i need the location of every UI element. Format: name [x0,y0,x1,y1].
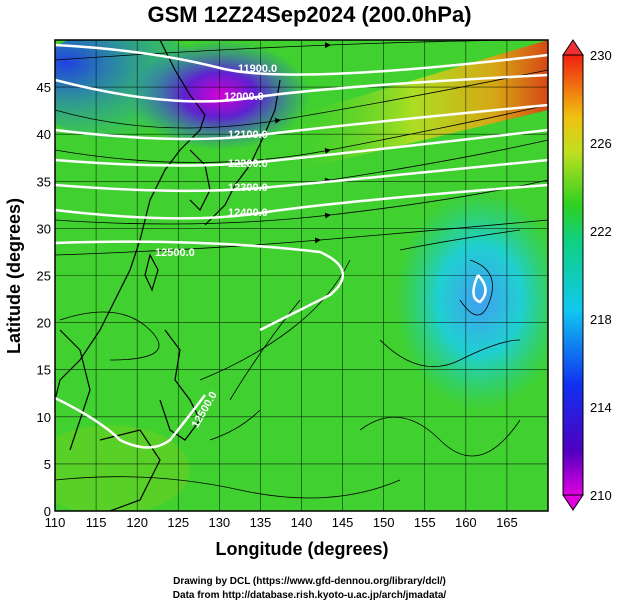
contour-12400 [55,183,548,220]
colorbar-tick-label: 230 [590,48,612,63]
streamline [55,179,548,225]
colorbar-tick-label: 218 [590,312,612,327]
y-tick-label: 20 [37,316,51,331]
x-tick-label: 150 [373,515,395,530]
x-tick-label: 135 [250,515,272,530]
streamline [55,476,401,499]
colorbar-tick-label: 210 [590,488,612,503]
y-tick-label: 25 [37,269,51,284]
contour-label-12300: 12300.0 [228,182,268,194]
streamline [55,69,548,129]
contour-12300 [55,158,548,193]
x-tick-label: 155 [414,515,436,530]
contour-12100 [55,103,548,141]
y-tick-labels: 0 5 10 15 20 25 30 35 40 45 [37,80,51,519]
y-tick-label: 15 [37,363,51,378]
colorbar-tick-label: 222 [590,224,612,239]
colorbar-bottom-triangle [562,494,584,511]
x-tick-labels: 110 115 120 125 130 135 140 145 150 155 160 165 [45,515,518,530]
contour-label-11900: 11900.0 [238,63,277,75]
x-tick-label: 165 [496,515,518,530]
contour-label-12500-north: 12500.0 [155,247,195,259]
streamline [399,229,521,251]
x-tick-label: 160 [455,515,477,530]
streamline [55,219,548,256]
colorbar-top-triangle [562,39,584,56]
x-axis-label: Longitude (degrees) [215,539,388,559]
y-tick-label: 0 [44,504,51,519]
vietnam-coastline [59,329,91,451]
y-tick-label: 5 [44,457,51,472]
temperature-field [55,40,548,511]
japan-coastline [204,79,281,226]
contour-11900 [55,43,548,76]
height-contours [55,43,548,449]
y-axis-label: Latitude (degrees) [4,198,24,354]
map-title: GSM 12Z24Sep2024 (200.0hPa) [147,2,472,27]
x-tick-label: 140 [291,515,313,530]
colorbar-gradient [562,54,584,496]
colorbar-tick-labels: 210 214 218 222 226 230 [590,48,612,503]
x-tick-label: 130 [208,515,230,530]
contour-label-12000: 12000.0 [224,91,264,103]
streamline [209,409,261,441]
x-tick-label: 120 [126,515,148,530]
colorbar-tick-label: 214 [590,400,612,415]
credit-drawing: Drawing by DCL (https://www.gfd-dennou.o… [173,576,446,587]
borneo-coastline [99,429,161,511]
streamline [199,259,351,381]
x-tick-label: 125 [167,515,189,530]
contour-12500-south [55,394,206,449]
streamline [229,299,301,401]
plot-frame [54,39,549,512]
contour-label-12400: 12400.0 [228,207,268,219]
contour-12200 [55,128,548,167]
x-tick-label: 115 [86,515,107,530]
x-tick-label: 145 [332,515,354,530]
y-tick-label: 45 [37,80,51,95]
streamline [55,104,548,163]
contour-label-12100: 12100.0 [228,129,268,141]
contour-high-cell [472,274,487,304]
credit-data-source: Data from http://database.rish.kyoto-u.a… [172,590,447,601]
y-tick-label: 10 [37,410,51,425]
y-tick-label: 40 [37,127,51,142]
colorbar-tick-label: 226 [590,136,612,151]
streamline [59,311,160,361]
contour-12000 [55,73,548,103]
contour-12500-north [55,240,345,332]
y-tick-label: 30 [37,221,51,236]
contour-label-12200: 12200.0 [228,158,268,170]
x-tick-label: 110 [45,515,66,530]
taiwan-coastline [144,253,159,292]
streamline [459,259,493,316]
streamline [379,339,521,367]
y-tick-label: 35 [37,174,51,189]
streamline [359,416,521,457]
colorbar: 210 214 218 222 226 230 [562,39,612,511]
